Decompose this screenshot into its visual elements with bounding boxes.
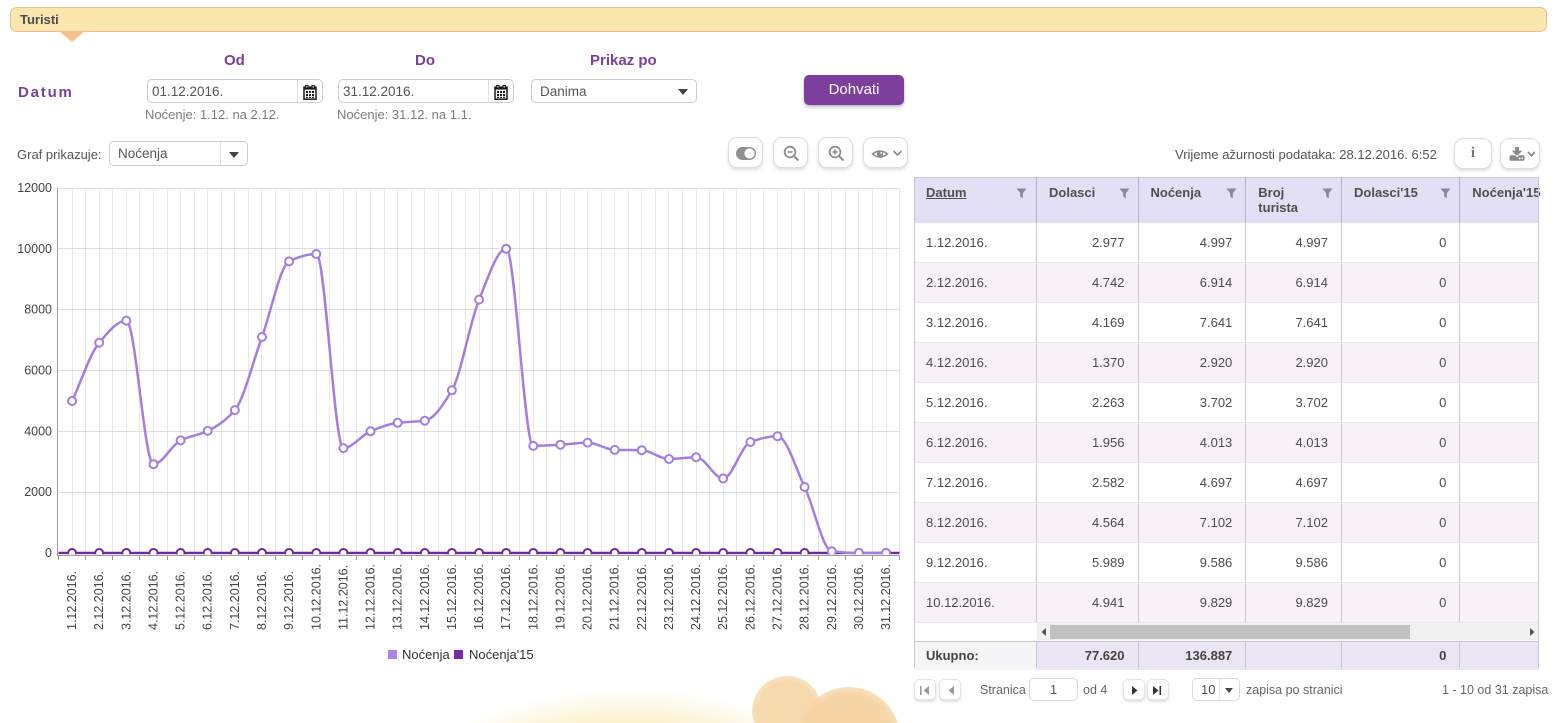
svg-text:26.12.2016.: 26.12.2016. [743, 564, 757, 630]
svg-text:17.12.2016.: 17.12.2016. [499, 564, 513, 630]
svg-text:0: 0 [45, 546, 52, 560]
svg-text:29.12.2016.: 29.12.2016. [825, 564, 839, 630]
svg-text:12000: 12000 [17, 181, 52, 195]
svg-text:4000: 4000 [24, 424, 52, 438]
svg-text:8000: 8000 [24, 303, 52, 317]
svg-text:Noćenja: Noćenja [402, 647, 450, 662]
svg-text:25.12.2016.: 25.12.2016. [716, 564, 730, 630]
svg-text:1.12.2016.: 1.12.2016. [65, 571, 79, 630]
svg-text:27.12.2016.: 27.12.2016. [771, 564, 785, 630]
svg-text:7.12.2016.: 7.12.2016. [228, 571, 242, 630]
svg-text:4.12.2016.: 4.12.2016. [147, 571, 161, 630]
svg-text:21.12.2016.: 21.12.2016. [608, 564, 622, 630]
svg-text:Noćenja'15: Noćenja'15 [469, 647, 534, 662]
svg-text:22.12.2016.: 22.12.2016. [635, 564, 649, 630]
svg-text:28.12.2016.: 28.12.2016. [798, 564, 812, 630]
svg-text:8.12.2016.: 8.12.2016. [255, 571, 269, 630]
svg-text:19.12.2016.: 19.12.2016. [553, 564, 567, 630]
svg-text:11.12.2016.: 11.12.2016. [336, 565, 350, 630]
svg-text:13.12.2016.: 13.12.2016. [391, 564, 405, 630]
svg-text:20.12.2016.: 20.12.2016. [581, 564, 595, 630]
svg-text:14.12.2016.: 14.12.2016. [418, 564, 432, 630]
svg-text:12.12.2016.: 12.12.2016. [364, 564, 378, 630]
svg-text:15.12.2016.: 15.12.2016. [445, 564, 459, 630]
svg-text:24.12.2016.: 24.12.2016. [689, 564, 703, 630]
svg-text:10.12.2016.: 10.12.2016. [309, 564, 323, 630]
svg-text:5.12.2016.: 5.12.2016. [174, 571, 188, 630]
svg-text:23.12.2016.: 23.12.2016. [662, 564, 676, 630]
svg-text:16.12.2016.: 16.12.2016. [472, 564, 486, 630]
svg-text:10000: 10000 [17, 242, 52, 256]
svg-text:31.12.2016.: 31.12.2016. [879, 564, 893, 630]
svg-text:2.12.2016.: 2.12.2016. [92, 571, 106, 630]
svg-text:9.12.2016.: 9.12.2016. [282, 571, 296, 630]
svg-text:6000: 6000 [24, 364, 52, 378]
svg-text:6.12.2016.: 6.12.2016. [201, 571, 215, 630]
svg-text:30.12.2016.: 30.12.2016. [852, 564, 866, 630]
svg-text:3.12.2016.: 3.12.2016. [119, 571, 133, 630]
svg-text:2000: 2000 [24, 485, 52, 499]
svg-text:18.12.2016.: 18.12.2016. [526, 564, 540, 630]
